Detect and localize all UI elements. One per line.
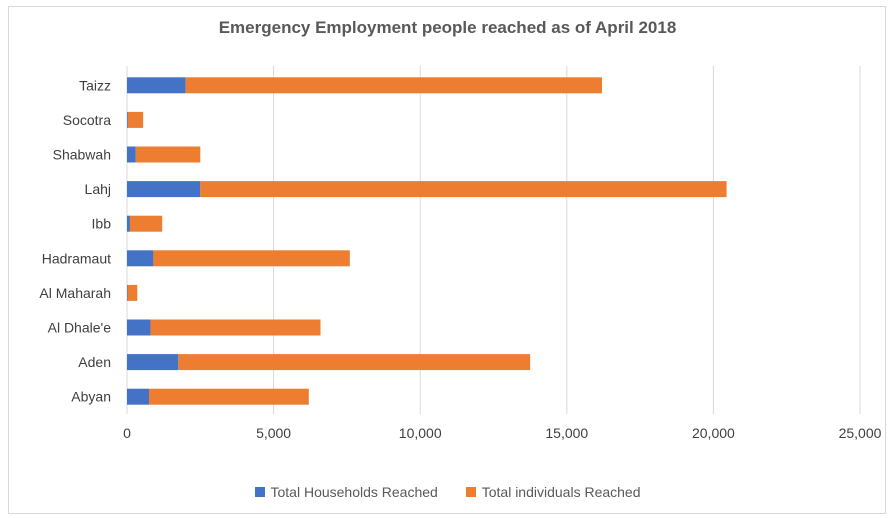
category-label: Al Dhale'e — [48, 320, 112, 336]
bar-households — [127, 354, 179, 371]
legend-label-individuals: Total individuals Reached — [481, 484, 641, 500]
bar-individuals — [200, 181, 727, 198]
x-tick-labels: 0 5,000 10,000 15,000 20,000 25,000 — [123, 425, 882, 441]
bar-households — [127, 146, 136, 163]
legend-label-households: Total Households Reached — [270, 484, 438, 500]
x-tick-label: 5,000 — [256, 425, 291, 441]
category-labels: Taizz Socotra Shabwah Lahj Ibb Hadramaut Al Ma… — [39, 77, 111, 404]
bar-households — [127, 77, 186, 94]
legend: Total Households Reached Total individua… — [0, 484, 895, 500]
bar-households — [127, 215, 130, 232]
legend-item-individuals: Total individuals Reached — [465, 484, 641, 500]
x-tick-label: 25,000 — [839, 425, 882, 441]
category-label: Aden — [78, 354, 111, 370]
x-tick-label: 20,000 — [692, 425, 735, 441]
chart-title: Emergency Employment people reached as o… — [218, 18, 677, 37]
x-tick-label: 15,000 — [545, 425, 588, 441]
category-label: Ibb — [92, 216, 112, 232]
category-label: Socotra — [63, 112, 111, 128]
bar-households — [127, 284, 128, 301]
bar-households — [127, 181, 201, 198]
bar-individuals — [148, 388, 309, 405]
x-tick-label: 0 — [123, 425, 131, 441]
bar-individuals — [127, 284, 138, 301]
bar-individuals — [178, 354, 531, 371]
bar-households — [127, 111, 128, 128]
category-label: Abyan — [71, 389, 111, 405]
bar-individuals — [135, 146, 201, 163]
bar-individuals — [185, 77, 602, 94]
bar-individuals — [129, 215, 163, 232]
bar-households — [127, 319, 151, 336]
category-label: Al Maharah — [39, 285, 111, 301]
category-label: Shabwah — [53, 147, 111, 163]
x-tick-label: 10,000 — [399, 425, 442, 441]
bar-households — [127, 250, 154, 267]
bar-households — [127, 388, 149, 405]
category-label: Hadramaut — [42, 250, 111, 266]
legend-swatch-households — [254, 487, 265, 497]
bar-individuals — [127, 111, 144, 128]
category-label: Lahj — [85, 181, 111, 197]
bar-individuals — [153, 250, 350, 267]
bars — [127, 77, 727, 405]
category-label: Taizz — [79, 77, 111, 93]
legend-swatch-individuals — [465, 487, 476, 497]
legend-item-households: Total Households Reached — [254, 484, 438, 500]
bar-individuals — [150, 319, 321, 336]
